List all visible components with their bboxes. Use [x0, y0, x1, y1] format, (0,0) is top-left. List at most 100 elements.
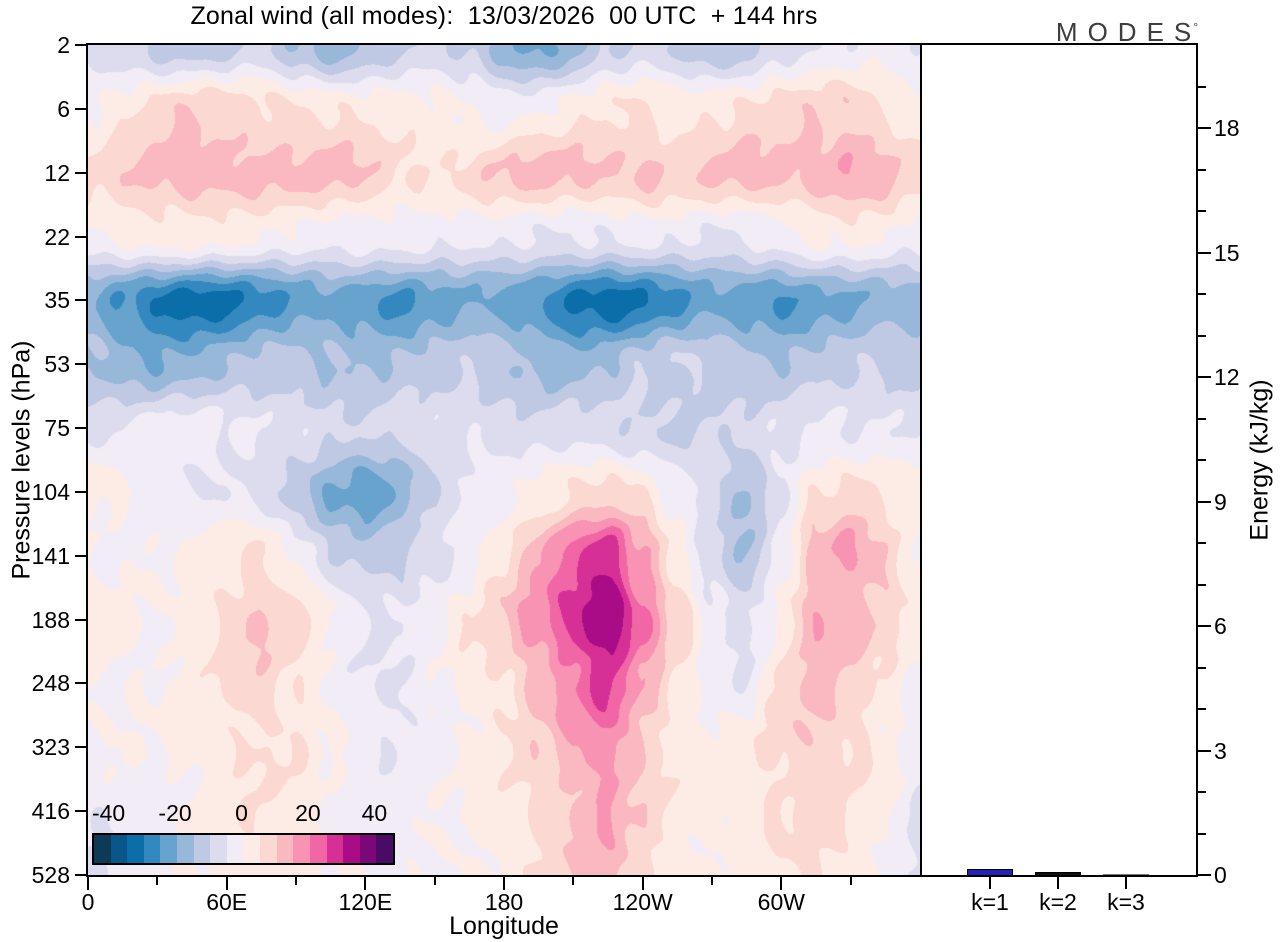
longitude-axis-label: Longitude — [449, 912, 559, 940]
energy-tick-minor — [1198, 708, 1206, 710]
longitude-tick-label: 180 — [484, 889, 524, 915]
k-tick — [1057, 877, 1059, 889]
pressure-tick — [75, 171, 86, 174]
colorbar-cell — [359, 835, 377, 863]
longitude-tick-major — [503, 877, 505, 890]
energy-tick-minor — [1198, 210, 1206, 212]
colorbar-cell — [160, 835, 178, 863]
longitude-tick-major — [87, 877, 89, 890]
modes-logo-text: MODES — [1055, 17, 1202, 47]
longitude-tick-minor — [295, 877, 297, 885]
pressure-tick-label: 75 — [44, 415, 70, 442]
longitude-tick-minor — [156, 877, 159, 885]
colorbar-cell — [309, 835, 327, 863]
pressure-tick — [75, 746, 86, 749]
energy-axis-label: Energy (kJ/kg) — [1245, 379, 1274, 541]
k-tick-label: k=3 — [1107, 889, 1145, 915]
energy-tick-minor — [1198, 666, 1206, 669]
energy-bar — [967, 869, 1013, 875]
pressure-tick-label: 12 — [44, 159, 70, 186]
energy-tick-minor — [1198, 542, 1206, 544]
energy-tick-minor — [1198, 334, 1206, 337]
longitude-tick-major — [641, 877, 644, 890]
colorbar-tick-label: -40 — [91, 800, 126, 826]
pressure-tick — [75, 618, 86, 621]
colorbar-cell — [243, 835, 261, 863]
energy-tick-minor — [1198, 791, 1206, 793]
pressure-tick-label: 35 — [44, 287, 70, 314]
colorbar-cell — [376, 835, 393, 863]
pressure-tick — [75, 810, 86, 813]
energy-bar — [1035, 872, 1081, 875]
colorbar-cell — [177, 835, 194, 863]
colorbar-cell — [193, 835, 211, 863]
colorbar-cell — [226, 835, 244, 863]
energy-tick-label: 9 — [1214, 488, 1227, 515]
pressure-tick-label: 104 — [31, 478, 70, 505]
energy-tick-label: 15 — [1214, 239, 1240, 266]
longitude-tick-major — [780, 877, 783, 890]
k-tick — [989, 877, 991, 889]
colorbar-cell — [276, 835, 294, 863]
energy-bar-panel — [920, 43, 1198, 877]
pressure-tick — [75, 490, 86, 493]
energy-tick-major — [1198, 874, 1211, 876]
modes-logo: MODES° — [1052, 17, 1202, 48]
colorbar-tick-label: 20 — [295, 800, 321, 826]
longitude-tick-label: 60W — [757, 889, 805, 915]
pressure-tick — [75, 874, 86, 876]
pressure-tick-label: 248 — [31, 670, 70, 697]
pressure-tick-label: 141 — [31, 542, 70, 569]
energy-tick-minor — [1198, 417, 1206, 420]
colorbar-cell — [260, 835, 277, 863]
longitude-tick-label: 120E — [338, 889, 393, 915]
k-tick-label: k=1 — [971, 889, 1009, 915]
energy-tick-label: 0 — [1214, 862, 1227, 888]
colorbar-cell — [326, 835, 344, 863]
colorbar-cell — [143, 835, 161, 863]
chart-title: Zonal wind (all modes): 13/03/2026 00 UT… — [190, 2, 818, 30]
energy-tick-major — [1198, 251, 1211, 254]
longitude-tick-minor — [572, 877, 575, 885]
pressure-tick — [75, 44, 86, 46]
energy-tick-label: 6 — [1214, 613, 1227, 639]
colorbar-cell — [110, 835, 128, 863]
colorbar-tick-label: 0 — [235, 800, 248, 826]
pressure-tick — [75, 299, 86, 302]
longitude-tick-label: 120W — [612, 889, 673, 915]
energy-tick-minor — [1198, 85, 1206, 88]
energy-tick-minor — [1198, 293, 1206, 295]
colorbar-cell — [127, 835, 144, 863]
pressure-tick — [75, 107, 86, 110]
energy-tick-minor — [1198, 832, 1206, 835]
energy-tick-major — [1198, 500, 1211, 503]
longitude-tick-label: 0 — [81, 889, 95, 915]
pressure-tick — [75, 554, 86, 557]
energy-tick-major — [1198, 376, 1211, 378]
pressure-tick — [75, 682, 86, 685]
energy-tick-major — [1198, 749, 1211, 752]
colorbar-cell — [210, 835, 227, 863]
longitude-tick-label: 60E — [206, 889, 248, 915]
longitude-tick-minor — [849, 877, 852, 885]
pressure-tick-label: 188 — [31, 606, 70, 633]
pressure-tick — [75, 235, 86, 238]
energy-tick-major — [1198, 127, 1211, 129]
pressure-tick-label: 416 — [31, 798, 70, 825]
pressure-tick-label: 528 — [31, 862, 70, 888]
longitude-tick-major — [225, 877, 228, 890]
colorbar-cell — [293, 835, 310, 863]
colorbar-tick-label: 40 — [361, 800, 388, 826]
energy-tick-label: 18 — [1214, 115, 1240, 141]
pressure-tick — [75, 363, 86, 366]
pressure-tick-label: 2 — [57, 32, 70, 58]
pressure-tick-label: 22 — [44, 223, 70, 250]
pressure-tick — [75, 427, 86, 430]
zonal-wind-contour-canvas — [88, 45, 920, 875]
energy-tick-major — [1198, 625, 1211, 627]
colorbar — [92, 833, 395, 865]
pressure-tick-label: 6 — [57, 95, 70, 122]
pressure-tick-label: 323 — [31, 734, 70, 761]
colorbar-cell — [343, 835, 360, 863]
energy-tick-minor — [1198, 459, 1206, 461]
